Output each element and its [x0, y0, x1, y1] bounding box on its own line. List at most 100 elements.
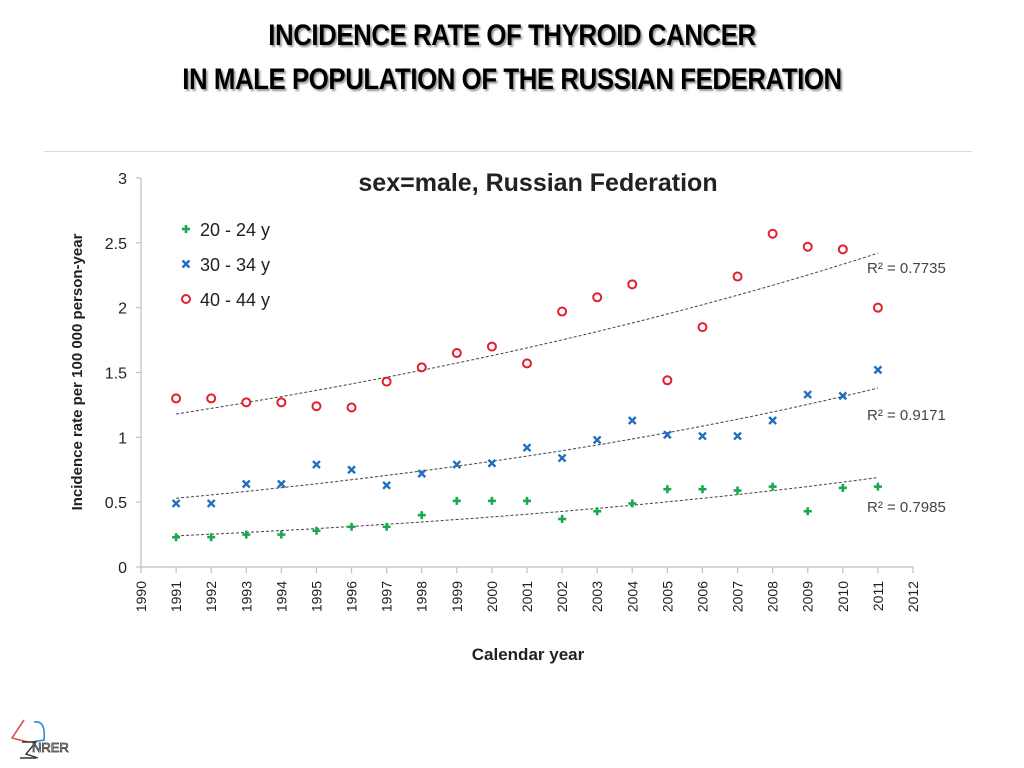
data-point-series-0	[523, 496, 531, 505]
data-point-series-1	[768, 416, 777, 425]
data-point-series-2	[662, 375, 673, 386]
data-point-series-1	[592, 435, 602, 445]
data-point-series-0	[312, 526, 321, 535]
x-marker-stroke	[803, 390, 813, 399]
data-point-series-2	[206, 393, 217, 404]
x-tick-label: 2009	[800, 581, 816, 612]
legend-marker-1	[181, 259, 191, 269]
slide-title-line-1: INCIDENCE RATE OF THYROID CANCER	[268, 19, 756, 52]
data-point-series-2	[837, 244, 848, 255]
logo-red-arc-icon	[10, 719, 29, 743]
data-point-series-0	[803, 507, 812, 516]
data-point-series-1	[803, 390, 813, 399]
data-point-series-2	[486, 341, 497, 352]
x-marker-stroke	[206, 499, 216, 508]
x-marker-stroke	[873, 365, 883, 375]
data-point-series-2	[346, 402, 357, 413]
data-point-series-2	[872, 302, 883, 313]
x-marker-stroke	[171, 499, 181, 508]
data-point-series-0	[417, 511, 426, 520]
x-marker-stroke	[698, 431, 707, 441]
x-tick-label: 2007	[730, 581, 746, 612]
trendline-2	[176, 252, 879, 415]
data-point-series-1	[873, 365, 883, 375]
data-point-series-1	[487, 458, 497, 468]
x-marker-stroke	[838, 391, 848, 401]
legend-label: 20 - 24 y	[200, 220, 270, 240]
x-marker-stroke	[382, 480, 391, 490]
x-marker-stroke	[768, 416, 777, 425]
r-squared-label: R² = 0.9171	[867, 407, 946, 424]
data-points	[171, 228, 883, 542]
legend-label: 40 - 44 y	[200, 290, 270, 310]
data-point-series-0	[838, 483, 847, 492]
data-point-series-2	[767, 228, 778, 239]
x-tick-label: 2008	[765, 581, 781, 612]
data-point-series-2	[381, 376, 392, 387]
r-squared-label: R² = 0.7735	[867, 260, 946, 277]
slide-title: INCIDENCE RATE OF THYROID CANCER IN MALE…	[72, 14, 953, 102]
data-point-series-1	[312, 460, 321, 469]
data-point-series-2	[451, 348, 462, 359]
logo-blue-arc-icon	[31, 721, 46, 743]
x-marker-stroke	[487, 458, 497, 468]
x-marker-stroke	[557, 453, 567, 463]
data-point-series-1	[206, 499, 216, 508]
data-point-series-1	[838, 391, 848, 401]
data-point-series-1	[347, 465, 356, 475]
x-tick-label: 2004	[624, 581, 640, 612]
data-point-series-2	[522, 358, 532, 369]
x-tick-label: 1998	[414, 581, 430, 612]
x-marker-stroke	[181, 259, 191, 269]
x-tick-label: 2012	[905, 581, 921, 612]
x-marker-stroke	[277, 479, 286, 489]
data-point-series-1	[417, 469, 427, 478]
x-tick-label: 1996	[344, 581, 360, 612]
data-point-series-2	[416, 362, 427, 373]
data-point-series-1	[522, 443, 532, 453]
data-point-series-2	[171, 393, 182, 404]
y-tick-label: 0	[118, 560, 127, 577]
logo-text: NRER	[32, 740, 69, 755]
data-point-series-0	[733, 486, 742, 495]
data-point-series-0	[207, 533, 216, 542]
legend: 20 - 24 y 30 - 34 y 40 - 44 y	[181, 220, 270, 310]
axes: 0 0.5 1 1.5 2 2.5 3 1990 1991 1992 1993 1994 1995 199…	[105, 171, 921, 612]
data-point-series-2	[802, 241, 813, 252]
x-tick-label: 2001	[519, 581, 535, 612]
data-point-series-2	[592, 292, 603, 303]
data-point-series-2	[276, 397, 287, 408]
y-tick-label: 3	[118, 171, 127, 188]
data-point-series-0	[698, 485, 707, 494]
x-tick-label: 1995	[308, 581, 324, 612]
data-point-series-0	[382, 522, 391, 531]
x-tick-label: 2002	[554, 581, 570, 612]
data-point-series-1	[627, 416, 637, 425]
data-point-series-0	[242, 530, 251, 539]
data-point-series-1	[698, 431, 707, 441]
x-tick-label: 1999	[449, 581, 465, 612]
x-marker-stroke	[347, 465, 356, 475]
data-point-series-2	[241, 397, 252, 408]
trendline-0	[176, 477, 878, 537]
x-tick-label: 2011	[870, 581, 886, 611]
data-point-series-0	[172, 533, 181, 542]
logo-black-shape-icon	[20, 741, 39, 759]
data-point-series-0	[558, 515, 567, 524]
x-tick-label: 2003	[589, 581, 605, 612]
x-axis-label: Calendar year	[472, 645, 585, 664]
x-marker-stroke	[522, 443, 532, 453]
y-tick-label: 2	[118, 301, 127, 318]
x-tick-label: 1990	[133, 581, 149, 612]
x-marker-stroke	[452, 460, 462, 469]
x-marker-stroke	[312, 460, 321, 469]
y-tick-label: 0.5	[105, 495, 127, 512]
r-squared-label: R² = 0.7985	[867, 499, 946, 516]
data-point-series-2	[627, 279, 638, 290]
data-point-series-0	[487, 496, 496, 505]
data-point-series-2	[697, 322, 708, 333]
x-marker-stroke	[733, 431, 742, 441]
data-point-series-0	[628, 499, 637, 508]
x-marker-stroke	[592, 435, 602, 445]
